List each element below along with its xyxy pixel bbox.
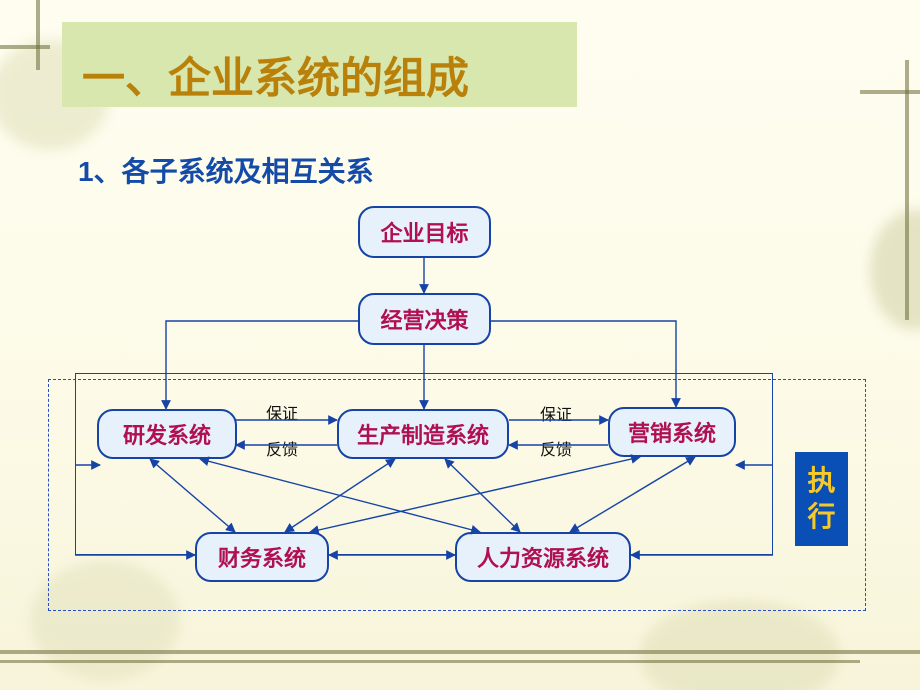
floral-decor	[870, 210, 920, 330]
node-label: 营销系统	[628, 416, 716, 448]
floral-decor	[640, 600, 840, 690]
border-stroke	[0, 45, 50, 49]
border-stroke	[0, 660, 860, 663]
execute-label-box: 执 行	[795, 452, 848, 546]
node-manufacturing: 生产制造系统	[337, 409, 509, 459]
node-label: 人力资源系统	[477, 541, 609, 573]
node-label: 研发系统	[123, 418, 211, 450]
execute-char-top: 执	[807, 463, 835, 499]
page-title: 一、企业系统的组成	[82, 44, 469, 106]
border-stroke	[905, 60, 909, 320]
node-label: 经营决策	[380, 303, 468, 335]
node-human-resources: 人力资源系统	[455, 532, 631, 582]
section-subtitle: 1、各子系统及相互关系	[78, 150, 374, 190]
edge-label-guarantee-left: 保证	[266, 400, 298, 424]
node-finance: 财务系统	[195, 532, 329, 582]
edge-label-guarantee-right: 保证	[540, 401, 572, 425]
edge-label-feedback-right: 反馈	[540, 436, 572, 460]
slide-root: 一、企业系统的组成 1、各子系统及相互关系 企业目标 经营决策 研发系统 生产制…	[0, 0, 920, 690]
border-stroke	[860, 90, 920, 94]
node-enterprise-goal: 企业目标	[358, 206, 491, 258]
node-label: 财务系统	[218, 541, 306, 573]
border-stroke	[36, 0, 40, 70]
node-label: 生产制造系统	[357, 418, 489, 450]
node-business-decision: 经营决策	[358, 293, 491, 345]
node-label: 企业目标	[380, 216, 468, 248]
subsystem-solid-box	[75, 373, 773, 555]
border-stroke	[0, 650, 920, 654]
execute-char-bot: 行	[807, 499, 835, 535]
edge-label-feedback-left: 反馈	[266, 436, 298, 460]
node-rnd-system: 研发系统	[97, 409, 237, 459]
node-marketing: 营销系统	[608, 407, 736, 457]
